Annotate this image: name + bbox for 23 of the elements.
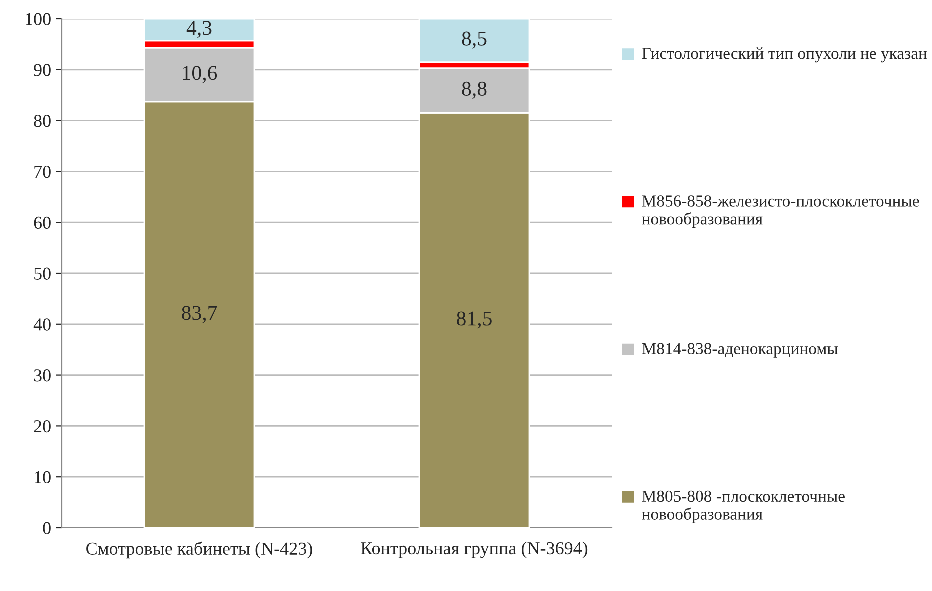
legend-label: M814-838-аденокарциномы: [642, 343, 838, 358]
y-tick-label: 60: [34, 216, 51, 230]
data-label: 83,7: [182, 306, 218, 324]
y-tick-label: 90: [34, 64, 51, 76]
legend-label: M856-858-железисто-плоскоклеточные новообразования: [642, 196, 920, 228]
y-tick-label: 20: [34, 420, 51, 433]
data-label: 81,5: [457, 312, 492, 329]
y-tick-label: 100: [26, 13, 51, 26]
y-tick-label: 80: [34, 115, 51, 128]
data-label: 8,5: [462, 32, 487, 49]
legend-label: Гистологический тип опухоли не указан: [642, 48, 928, 63]
data-label: 10,6: [183, 66, 218, 84]
y-tick-label: 0: [43, 522, 51, 534]
y-tick-label: 40: [34, 318, 51, 331]
y-tick-label: 50: [34, 268, 51, 280]
x-tick-label: Смотровые кабинеты (N-423): [86, 542, 312, 559]
x-tick-label: Контрольная группа (N-3694): [361, 542, 588, 558]
data-label: 4,3: [186, 21, 212, 38]
legend-label: M805-808 -плоскоклеточные новообразования: [642, 490, 845, 524]
data-label: 8,8: [462, 82, 487, 99]
y-tick-label: 70: [34, 166, 51, 178]
y-tick-label: 10: [35, 471, 51, 484]
y-tick-label: 30: [34, 370, 51, 382]
